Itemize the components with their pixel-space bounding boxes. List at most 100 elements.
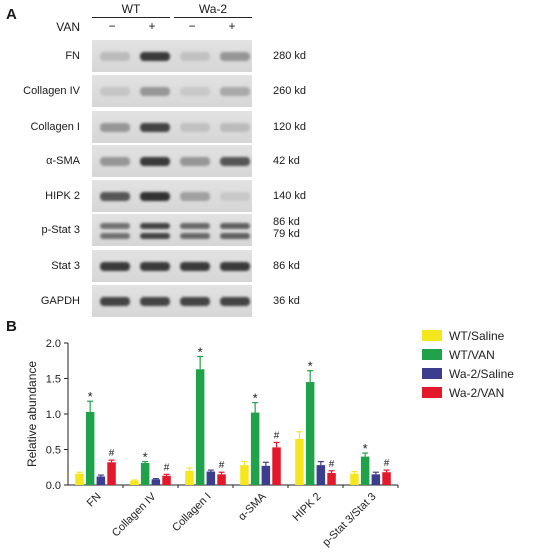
treatment-label: VAN bbox=[56, 20, 80, 34]
blot-band bbox=[180, 223, 210, 229]
blot-band bbox=[220, 223, 250, 229]
bar bbox=[217, 474, 226, 485]
bar bbox=[140, 462, 150, 485]
bar bbox=[250, 412, 260, 485]
blot-band bbox=[220, 233, 250, 239]
legend-swatch bbox=[422, 330, 442, 341]
blot-band bbox=[100, 52, 130, 61]
category-label: α-SMA bbox=[236, 490, 269, 523]
legend-entry: Wa-2/VAN bbox=[449, 386, 504, 400]
blot-band bbox=[140, 297, 170, 306]
lane-sign-3: − bbox=[188, 19, 196, 33]
bar bbox=[75, 473, 84, 485]
blot-band bbox=[220, 87, 250, 96]
bar bbox=[85, 411, 95, 485]
bar bbox=[185, 470, 194, 485]
blot-band bbox=[180, 297, 210, 306]
lane-sign-4: + bbox=[228, 19, 236, 33]
blot-band bbox=[100, 223, 130, 229]
lane-sign-2: + bbox=[148, 19, 156, 33]
category-label: FN bbox=[85, 491, 104, 510]
blot-label: Collagen I bbox=[30, 121, 80, 133]
bar bbox=[240, 465, 249, 485]
molecular-weight-label: 260 kd bbox=[273, 85, 307, 97]
legend-swatch bbox=[422, 387, 442, 398]
blot-band bbox=[220, 123, 250, 132]
blot-band bbox=[100, 297, 130, 306]
significance-marker: * bbox=[88, 389, 93, 404]
blot-strip bbox=[92, 40, 252, 72]
bar bbox=[360, 456, 370, 485]
blot-band bbox=[180, 262, 210, 271]
bar bbox=[195, 369, 205, 485]
group-header-wa2: Wa-2 bbox=[198, 2, 228, 16]
blot-band bbox=[140, 157, 170, 166]
blot-strip bbox=[92, 250, 252, 282]
blot-label: FN bbox=[65, 50, 80, 62]
significance-marker: * bbox=[198, 344, 203, 359]
molecular-weight-label: 36 kd bbox=[273, 295, 300, 307]
group-underline-wt bbox=[92, 17, 170, 18]
blot-band bbox=[140, 262, 170, 271]
bar bbox=[350, 473, 359, 485]
molecular-weight-label: 280 kd bbox=[273, 50, 307, 62]
blot-band bbox=[140, 87, 170, 96]
bar bbox=[151, 479, 161, 485]
bar bbox=[371, 474, 381, 485]
bar bbox=[206, 471, 216, 485]
blot-label: p-Stat 3 bbox=[41, 224, 80, 236]
blot-band bbox=[180, 123, 210, 132]
bar bbox=[327, 472, 336, 485]
category-label: Collagen IV bbox=[110, 490, 159, 539]
bar bbox=[107, 462, 116, 485]
bar bbox=[130, 480, 139, 485]
blot-band bbox=[100, 157, 130, 166]
blot-band bbox=[100, 262, 130, 271]
y-tick-label: 1.5 bbox=[46, 374, 61, 386]
category-label: HIPK 2 bbox=[290, 491, 323, 524]
blot-label: GAPDH bbox=[40, 295, 80, 307]
blot-strip bbox=[92, 145, 252, 177]
blot-band bbox=[100, 233, 130, 239]
molecular-weight-label: 120 kd bbox=[273, 121, 307, 133]
blot-band bbox=[220, 297, 250, 306]
y-tick-label: 0.0 bbox=[46, 480, 61, 492]
blot-band bbox=[140, 192, 170, 201]
molecular-weight-label: 86 kd bbox=[273, 216, 300, 228]
blot-label: α-SMA bbox=[46, 155, 80, 167]
blot-band bbox=[180, 52, 210, 61]
molecular-weight-label: 42 kd bbox=[273, 155, 300, 167]
blot-label: Stat 3 bbox=[51, 260, 80, 272]
group-header-wt: WT bbox=[121, 2, 141, 16]
legend-swatch bbox=[422, 368, 442, 379]
panel-b-letter: B bbox=[6, 318, 17, 335]
blot-band bbox=[180, 192, 210, 201]
legend-swatch bbox=[422, 349, 442, 360]
y-axis-label: Relative abundance bbox=[25, 361, 39, 467]
blot-strip bbox=[92, 285, 252, 317]
lane-sign-1: − bbox=[108, 19, 116, 33]
significance-marker: * bbox=[253, 391, 258, 406]
blot-band bbox=[140, 123, 170, 132]
legend-entry: Wa-2/Saline bbox=[449, 367, 514, 381]
blot-strip bbox=[92, 111, 252, 143]
bar bbox=[162, 475, 171, 485]
blot-band bbox=[220, 192, 250, 201]
molecular-weight-label: 140 kd bbox=[273, 190, 307, 202]
blot-band bbox=[180, 233, 210, 239]
group-underline-wa2 bbox=[174, 17, 252, 18]
molecular-weight-label: 86 kd bbox=[273, 260, 300, 272]
significance-marker: # bbox=[164, 462, 170, 473]
y-tick-label: 0.5 bbox=[46, 445, 61, 457]
blot-band bbox=[140, 52, 170, 61]
blot-band bbox=[140, 223, 170, 229]
blot-strip bbox=[92, 214, 252, 246]
blot-band bbox=[180, 87, 210, 96]
blot-band bbox=[220, 157, 250, 166]
blot-strip bbox=[92, 180, 252, 212]
significance-marker: * bbox=[308, 359, 313, 374]
category-label: Collagen I bbox=[170, 491, 214, 535]
blot-band bbox=[100, 123, 130, 132]
category-label: p-Stat 3/Stat 3 bbox=[320, 491, 378, 549]
